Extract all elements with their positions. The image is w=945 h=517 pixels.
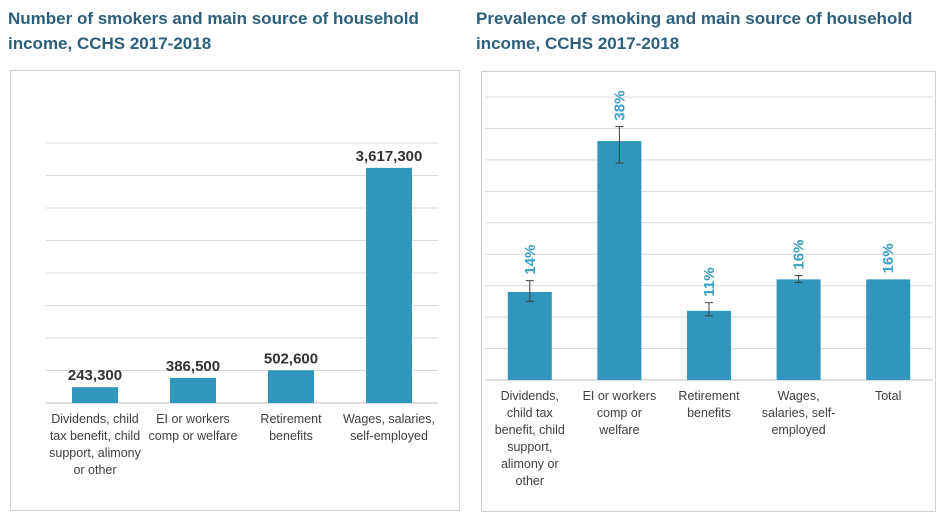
data-label-dividends: 14% — [522, 245, 539, 275]
category-label-dividends: Dividends, child tax benefit, child supp… — [494, 389, 565, 488]
chart-title-smoking-prevalence: Prevalence of smoking and main source of… — [476, 9, 913, 53]
bar-wages — [366, 167, 412, 403]
error-bar-retirement — [705, 302, 713, 317]
category-label-wages: Wages, salaries, self-employed — [761, 389, 836, 437]
bar-ei-welfare — [597, 141, 642, 380]
error-bar-ei-welfare — [615, 126, 624, 164]
data-label-wages: 16% — [791, 240, 808, 270]
data-label-total: 16% — [880, 243, 897, 273]
data-label-ei-welfare: 386,500 — [166, 358, 220, 375]
bar-wages — [776, 279, 821, 380]
chart-smoking-prevalence-plot: 14% 38% 11% 16% 16% — [485, 91, 933, 381]
category-label-retirement: Retirement benefits — [678, 389, 740, 420]
category-label-dividends: Dividends, child tax benefit, child supp… — [49, 412, 141, 477]
data-label-dividends: 243,300 — [68, 367, 122, 384]
chart-smoking-prevalence: 14% 38% 11% 16% 16% Dividends, child tax ben… — [481, 71, 936, 512]
bar-dividends — [507, 291, 552, 380]
category-label-ei-welfare: EI or workers comp or welfare — [148, 412, 238, 443]
data-label-retirement: 502,600 — [264, 350, 318, 367]
chart-smokers-count-plot: 243,300 386,500 502,600 3,617,300 — [46, 142, 438, 404]
bar-dividends — [72, 387, 118, 403]
bar-total — [866, 279, 911, 380]
category-label-ei-welfare: EI or workers comp or welfare — [582, 389, 657, 437]
data-label-wages: 3,617,300 — [356, 148, 423, 165]
chart-smokers-count: 243,300 386,500 502,600 3,617,300 Dividends… — [10, 70, 460, 511]
bar-retirement — [687, 310, 731, 380]
chart-title-smokers-count: Number of smokers and main source of hou… — [8, 9, 419, 53]
category-label-total: Total — [874, 389, 902, 403]
error-bar-wages — [794, 275, 803, 284]
data-label-retirement: 11% — [701, 267, 718, 296]
category-label-wages: Wages, salaries, self-employed — [343, 412, 435, 443]
bar-retirement — [268, 370, 314, 403]
data-label-ei-welfare: 38% — [611, 91, 628, 121]
category-label-retirement: Retirement benefits — [260, 412, 322, 443]
bar-ei-welfare — [170, 377, 216, 403]
error-bar-dividends — [525, 280, 534, 302]
